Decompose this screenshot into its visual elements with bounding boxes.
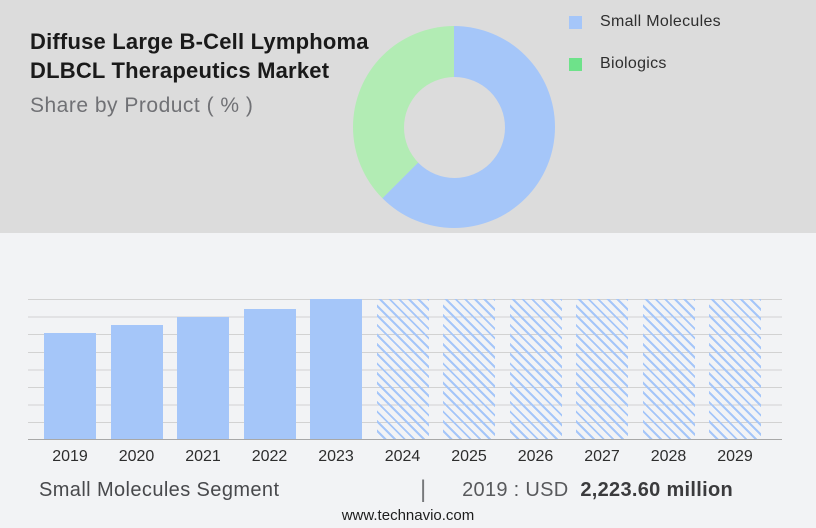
year-axis: 2019 2020 2021 2022 2023 2024 2025 2026 2027 2028… (44, 448, 761, 466)
value-amount: 2,223.60 million (580, 479, 733, 501)
year-label-2025: 2025 (451, 448, 487, 465)
segment-value: 2019 : USD 2,223.60 million (462, 479, 733, 502)
bar-2027 (576, 299, 628, 439)
page-subtitle: Share by Product ( % ) (30, 94, 254, 117)
year-label-2023: 2023 (318, 448, 354, 465)
bar-2025 (443, 299, 495, 439)
page-title-line-1: Diffuse Large B-Cell Lymphoma (30, 29, 369, 54)
year-label-2022: 2022 (251, 448, 288, 465)
year-label-2029: 2029 (717, 448, 753, 465)
legend-item: Biologics (569, 55, 721, 73)
page-title-line-2: DLBCL Therapeutics Market (30, 58, 330, 83)
legend-label: Biologics (600, 55, 667, 72)
header-section: Diffuse Large B-Cell Lymphoma DLBCL Ther… (0, 0, 816, 233)
donut-chart (353, 26, 555, 228)
year-label-2019: 2019 (52, 448, 88, 465)
year-label-2021: 2021 (185, 448, 221, 465)
website-footer: www.technavio.com (341, 507, 475, 524)
bar-2024 (376, 299, 429, 439)
year-label-2028: 2028 (650, 448, 687, 465)
caption-separator: | (420, 476, 427, 503)
bar-chart-section: 2019 2020 2021 2022 2023 2024 2025 2026 2027 2028… (0, 233, 816, 528)
bars (44, 299, 761, 439)
title-block: Diffuse Large B-Cell Lymphoma DLBCL Ther… (30, 27, 370, 118)
bar-2021 (177, 316, 229, 439)
bar-2029 (709, 299, 761, 439)
year-label-2024: 2024 (384, 448, 421, 465)
bar-2020 (110, 324, 163, 439)
bar-2022 (243, 308, 296, 439)
legend-swatch-icon (569, 57, 582, 71)
bar-2019 (44, 332, 96, 439)
bar-chart-plot (28, 299, 782, 440)
legend: Small Molecules Biologics (569, 13, 721, 97)
segment-caption: Small Molecules Segment (39, 479, 280, 501)
bar-2026 (509, 299, 562, 439)
legend-item: Small Molecules (569, 13, 721, 31)
year-label-2026: 2026 (517, 448, 554, 465)
bar-2023 (310, 299, 362, 439)
bar-2028 (642, 299, 695, 439)
legend-label: Small Molecules (600, 13, 721, 30)
legend-swatch-icon (569, 15, 582, 29)
year-label-2020: 2020 (118, 448, 155, 465)
year-label-2027: 2027 (584, 448, 620, 465)
value-prefix: 2019 : USD (462, 479, 569, 501)
